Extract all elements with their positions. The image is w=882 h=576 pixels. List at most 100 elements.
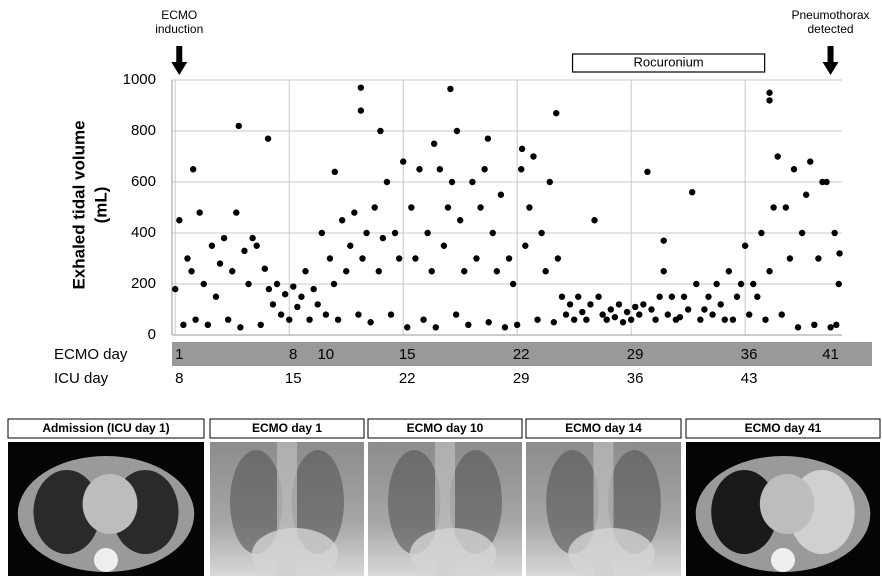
data-point xyxy=(619,319,627,326)
data-point xyxy=(375,268,382,275)
data-point xyxy=(261,265,269,272)
data-point xyxy=(489,229,496,237)
data-point xyxy=(196,209,203,216)
data-point xyxy=(636,311,643,318)
data-point xyxy=(782,204,790,211)
data-point xyxy=(477,204,484,211)
image-lung xyxy=(230,450,283,554)
y-tick-label: 600 xyxy=(131,173,156,190)
data-point xyxy=(587,301,594,308)
data-point xyxy=(371,204,378,211)
data-point xyxy=(632,303,639,311)
data-point xyxy=(265,285,273,293)
image-heart xyxy=(82,474,138,534)
data-point xyxy=(377,127,384,135)
data-point xyxy=(570,316,578,323)
data-point xyxy=(615,301,623,308)
data-point xyxy=(286,316,293,323)
annotation-arrow xyxy=(822,46,839,75)
y-axis-label: (mL) xyxy=(91,187,110,224)
y-tick-label: 800 xyxy=(131,122,156,139)
data-point xyxy=(530,153,537,160)
data-point xyxy=(717,301,724,308)
x2-tick-label: 8 xyxy=(175,370,183,387)
data-point xyxy=(554,255,562,262)
data-point xyxy=(518,166,525,173)
row-label: ECMO day xyxy=(54,346,128,363)
data-point xyxy=(627,316,635,323)
data-point xyxy=(440,242,448,249)
data-point xyxy=(395,255,403,262)
data-point xyxy=(473,255,480,262)
data-point xyxy=(835,280,842,288)
data-point xyxy=(330,280,338,288)
data-point xyxy=(436,166,444,173)
x-tick-label: 41 xyxy=(822,346,839,363)
data-point xyxy=(469,178,476,186)
data-point xyxy=(188,268,195,275)
x-tick-label: 29 xyxy=(627,346,644,363)
y-tick-label: 1000 xyxy=(123,71,156,88)
data-point xyxy=(184,255,191,262)
panel-title-box xyxy=(7,418,205,439)
image-heart xyxy=(409,528,497,576)
drug-span xyxy=(571,53,766,73)
data-point xyxy=(664,311,671,318)
data-point xyxy=(176,217,183,224)
data-point xyxy=(513,321,521,328)
panel-title-box xyxy=(209,418,365,439)
data-point xyxy=(334,316,342,323)
data-point xyxy=(583,316,590,323)
data-point xyxy=(652,316,659,323)
data-point xyxy=(461,268,468,275)
x2-tick-label: 15 xyxy=(285,370,302,387)
data-point xyxy=(465,321,472,328)
data-point xyxy=(400,158,407,165)
data-point xyxy=(750,280,757,288)
data-point xyxy=(701,306,708,313)
data-point xyxy=(412,255,419,262)
data-point xyxy=(391,229,399,237)
data-point xyxy=(778,311,785,318)
x2-tick-label: 43 xyxy=(741,370,758,387)
data-point xyxy=(591,217,598,224)
data-point xyxy=(204,321,212,328)
data-point xyxy=(322,311,330,318)
x-tick-label: 10 xyxy=(317,346,334,363)
data-point xyxy=(189,166,197,173)
data-point xyxy=(485,319,492,326)
data-point xyxy=(281,291,289,298)
x2-tick-label: 22 xyxy=(399,370,416,387)
data-point xyxy=(430,140,438,147)
data-point xyxy=(269,301,277,308)
data-point xyxy=(794,324,802,331)
data-point xyxy=(249,234,256,242)
data-point xyxy=(660,237,667,244)
data-point xyxy=(359,255,366,262)
data-point xyxy=(357,107,365,114)
data-point xyxy=(526,204,533,211)
panel-title: ECMO day 1 xyxy=(252,421,322,435)
image-lung xyxy=(388,450,441,554)
data-point xyxy=(509,280,517,288)
data-point xyxy=(693,280,700,288)
data-point xyxy=(216,260,224,267)
data-point xyxy=(766,89,773,96)
data-point xyxy=(770,204,777,211)
data-point xyxy=(741,242,749,249)
data-point xyxy=(298,293,305,300)
data-point xyxy=(200,280,207,288)
data-point xyxy=(566,301,574,308)
x-tick-label: 15 xyxy=(399,346,416,363)
data-point xyxy=(416,166,423,173)
data-point xyxy=(379,234,387,242)
image-panels: Admission (ICU day 1) ECMO day 1 ECMO day … xyxy=(7,418,881,576)
panel-title-box xyxy=(685,418,881,439)
data-point xyxy=(347,242,354,249)
data-point xyxy=(404,324,411,331)
data-point xyxy=(786,255,794,262)
data-point xyxy=(766,97,773,104)
x-tick-label: 22 xyxy=(513,346,530,363)
x-tick-label: 1 xyxy=(175,346,183,363)
